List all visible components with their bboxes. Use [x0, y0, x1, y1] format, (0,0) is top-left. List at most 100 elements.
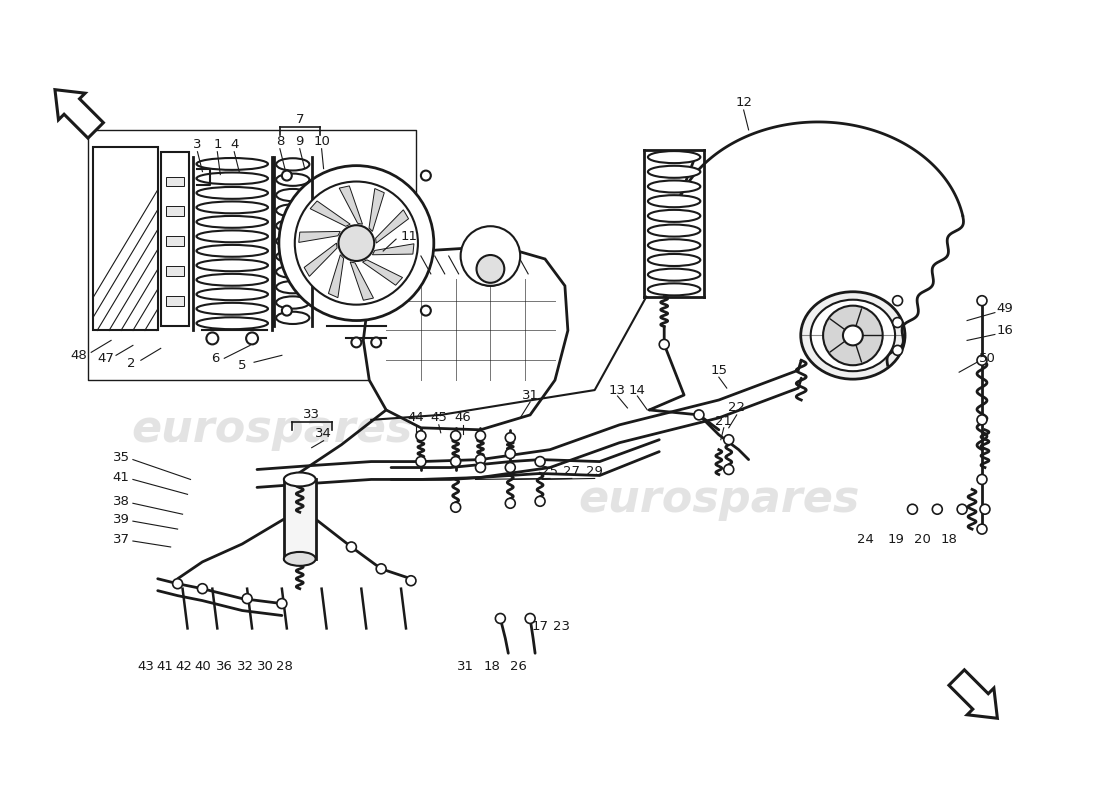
Circle shape [843, 326, 862, 346]
Ellipse shape [801, 292, 905, 379]
Text: 31: 31 [521, 389, 539, 402]
Circle shape [908, 504, 917, 514]
Ellipse shape [197, 158, 268, 170]
Ellipse shape [648, 151, 701, 163]
Ellipse shape [648, 225, 701, 237]
Circle shape [416, 430, 426, 441]
Text: 3: 3 [194, 138, 201, 151]
Polygon shape [375, 210, 408, 243]
Text: 13: 13 [609, 383, 626, 397]
Text: 47: 47 [98, 352, 114, 365]
Circle shape [535, 496, 544, 506]
Ellipse shape [276, 281, 309, 294]
Text: 18: 18 [940, 533, 958, 546]
Text: eurospares: eurospares [131, 408, 412, 451]
Polygon shape [350, 262, 374, 300]
Text: 41: 41 [112, 471, 130, 484]
Text: 49: 49 [997, 302, 1013, 315]
Ellipse shape [276, 296, 309, 309]
Circle shape [346, 542, 356, 552]
Circle shape [475, 430, 485, 441]
Circle shape [977, 355, 987, 366]
Text: 19: 19 [887, 533, 904, 546]
Bar [166, 266, 184, 276]
Text: 14: 14 [629, 383, 646, 397]
Text: eurospares: eurospares [579, 478, 859, 521]
Text: 27: 27 [563, 465, 581, 478]
Circle shape [823, 306, 882, 366]
Ellipse shape [197, 303, 268, 314]
Ellipse shape [276, 174, 309, 186]
Ellipse shape [284, 473, 316, 486]
Circle shape [451, 430, 461, 441]
Circle shape [451, 457, 461, 466]
Circle shape [495, 614, 505, 623]
Circle shape [207, 333, 218, 344]
Text: 6: 6 [211, 352, 220, 365]
Text: 28: 28 [276, 660, 294, 673]
Bar [166, 236, 184, 246]
Ellipse shape [276, 220, 309, 232]
Ellipse shape [197, 187, 268, 199]
Text: 21: 21 [715, 415, 733, 428]
Text: 11: 11 [400, 230, 418, 242]
Ellipse shape [648, 239, 701, 251]
Circle shape [282, 306, 292, 315]
Circle shape [659, 339, 669, 350]
Bar [161, 152, 188, 326]
Ellipse shape [648, 269, 701, 281]
Circle shape [469, 242, 513, 286]
Ellipse shape [648, 254, 701, 266]
Text: 16: 16 [997, 324, 1013, 337]
Text: 29: 29 [586, 465, 603, 478]
Circle shape [724, 465, 734, 474]
Text: 24: 24 [857, 533, 874, 546]
Text: 18: 18 [484, 660, 500, 673]
Ellipse shape [197, 288, 268, 300]
Circle shape [173, 578, 183, 589]
Bar [166, 177, 184, 186]
Circle shape [475, 454, 485, 465]
Ellipse shape [648, 166, 701, 178]
Text: 39: 39 [112, 513, 130, 526]
Ellipse shape [276, 266, 309, 278]
Text: 20: 20 [914, 533, 931, 546]
Ellipse shape [276, 235, 309, 247]
Ellipse shape [648, 195, 701, 207]
Circle shape [505, 498, 515, 508]
Ellipse shape [276, 204, 309, 217]
Text: 25: 25 [541, 465, 559, 478]
Text: 5: 5 [238, 358, 246, 372]
Polygon shape [55, 90, 103, 138]
Text: 37: 37 [112, 533, 130, 546]
Polygon shape [363, 246, 568, 430]
Circle shape [980, 504, 990, 514]
Text: 33: 33 [304, 408, 320, 422]
Text: 31: 31 [458, 660, 474, 673]
Ellipse shape [197, 202, 268, 214]
Ellipse shape [276, 250, 309, 262]
Circle shape [461, 226, 520, 286]
Bar [94, 146, 157, 330]
Text: 35: 35 [112, 451, 130, 464]
Text: 44: 44 [408, 411, 425, 424]
Circle shape [892, 346, 902, 355]
Bar [166, 206, 184, 216]
Polygon shape [368, 189, 384, 231]
Circle shape [505, 449, 515, 458]
Text: 42: 42 [175, 660, 192, 673]
Polygon shape [949, 670, 998, 718]
Text: 2: 2 [126, 357, 135, 370]
Ellipse shape [197, 173, 268, 184]
Circle shape [372, 338, 382, 347]
Circle shape [977, 474, 987, 485]
Circle shape [198, 584, 208, 594]
Ellipse shape [197, 274, 268, 286]
Text: 17: 17 [531, 620, 549, 633]
Text: 36: 36 [216, 660, 233, 673]
Circle shape [376, 564, 386, 574]
Polygon shape [373, 244, 414, 254]
Text: 50: 50 [979, 352, 996, 365]
Circle shape [933, 504, 943, 514]
Polygon shape [339, 186, 363, 224]
